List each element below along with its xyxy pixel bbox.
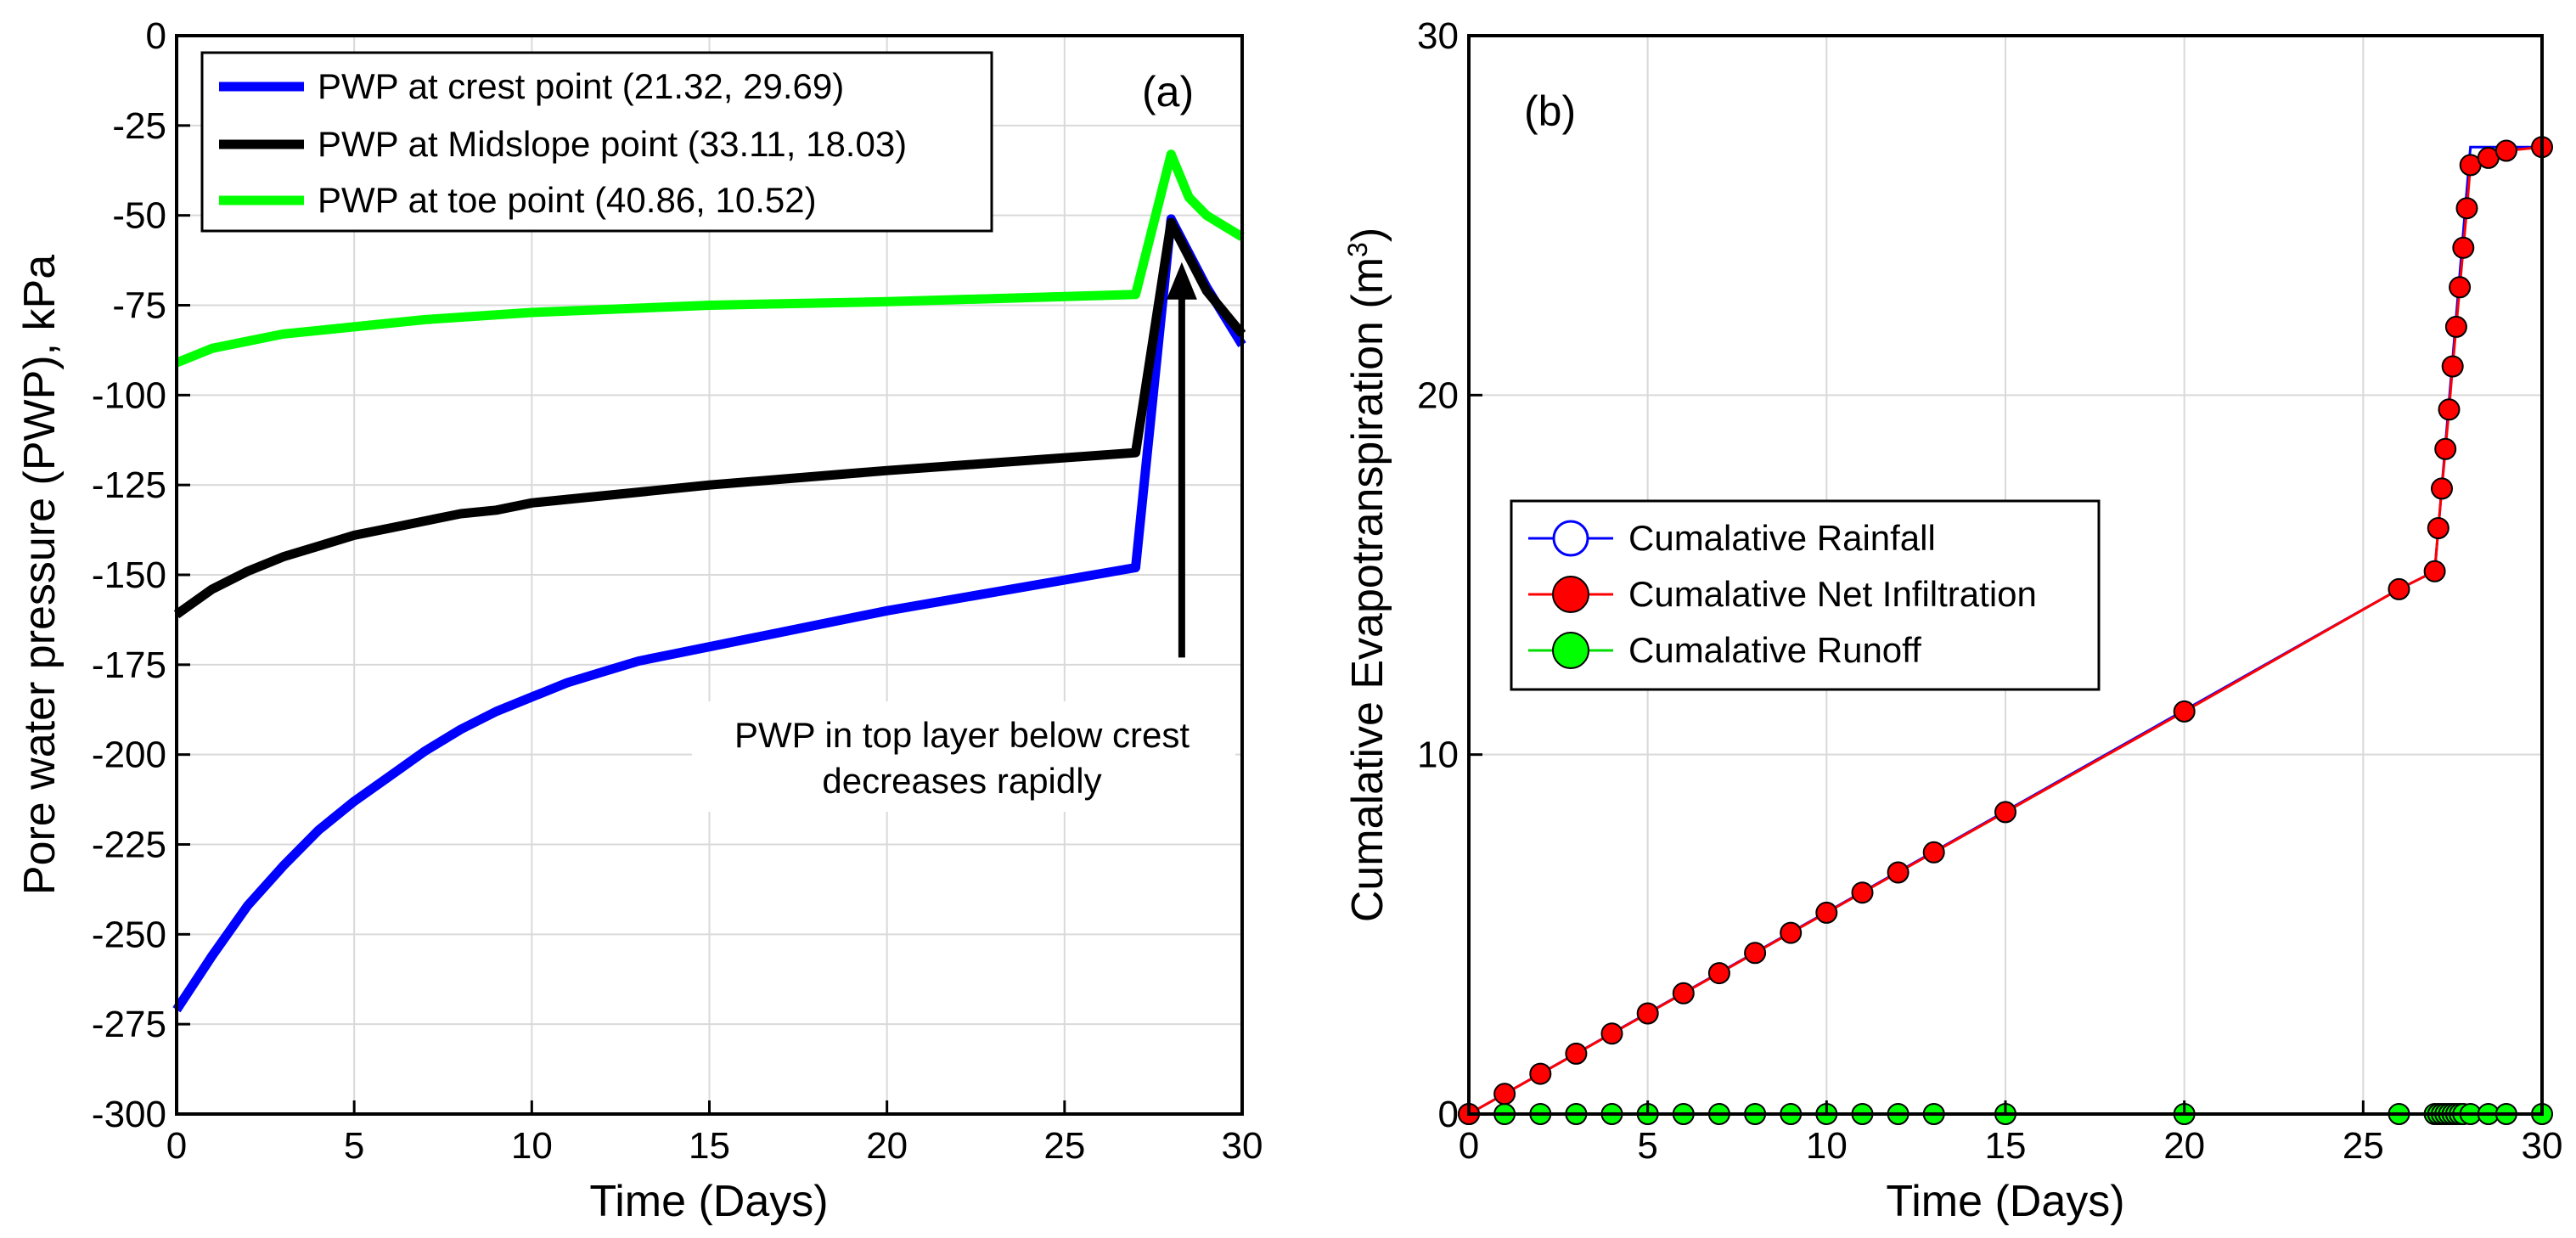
infiltration-marker: [2431, 477, 2453, 500]
panel-b-y-axis-title-superscript: 3: [1342, 242, 1373, 257]
legend-label-crest: PWP at crest point (21.32, 29.69): [318, 66, 844, 106]
y-tick-label: 0: [1438, 1094, 1459, 1135]
panel-b-label: (b): [1524, 87, 1576, 135]
infiltration-marker: [2423, 560, 2446, 582]
y-tick-label: -50: [112, 195, 166, 237]
infiltration-marker: [2444, 315, 2467, 338]
panel-a-y-axis-title: Pore water pressure (PWP), kPa: [15, 255, 65, 895]
infiltration-marker: [1707, 962, 1730, 985]
panel-a-chart: 0 5 10 15 20 25 30 0 -25 -50 -75 -100 -125 -150 -175 -…: [15, 15, 1263, 1226]
y-tick-label: -125: [92, 464, 166, 506]
series-line-midslope: [173, 217, 1246, 619]
panel-a-label: (a): [1142, 68, 1194, 115]
infiltration-marker: [1493, 1083, 1516, 1106]
infiltration-marker: [1851, 881, 1874, 904]
x-tick-label: 25: [1043, 1125, 1085, 1167]
infiltration-marker: [1994, 801, 2016, 824]
annotation-text-line-1: PWP in top layer below crest: [734, 715, 1190, 755]
infiltration-marker: [1887, 861, 1910, 884]
panel-a-y-tick-labels: 0 -25 -50 -75 -100 -125 -150 -175 -200 -225 -250 -2…: [92, 15, 166, 1135]
panel-b-y-tick-labels: 0 10 20 30: [1417, 15, 1459, 1135]
panel-a-legend: PWP at crest point (21.32, 29.69) PWP at…: [200, 51, 993, 233]
y-tick-label: 20: [1417, 374, 1459, 416]
infiltration-marker: [1780, 921, 1803, 944]
infiltration-marker: [2427, 517, 2449, 539]
x-tick-label: 20: [866, 1125, 908, 1167]
y-tick-label: 10: [1417, 734, 1459, 776]
infiltration-marker: [1565, 1042, 1588, 1065]
annotation-text-line-2: decreases rapidly: [822, 761, 1101, 801]
infiltration-marker: [1815, 901, 1838, 924]
legend-swatch-runoff-marker: [1552, 632, 1589, 669]
y-tick-label: -300: [92, 1094, 166, 1135]
legend-label-runoff: Cumalative Runoff: [1628, 630, 1921, 670]
y-tick-label: -75: [112, 285, 166, 327]
legend-label-midslope: PWP at Midslope point (33.11, 18.03): [318, 124, 907, 164]
infiltration-marker: [2452, 236, 2475, 259]
infiltration-marker: [2434, 437, 2457, 460]
y-tick-label: -175: [92, 644, 166, 686]
panel-a-x-tick-labels: 0 5 10 15 20 25 30: [166, 1125, 1263, 1167]
x-tick-label: 30: [2522, 1125, 2563, 1167]
infiltration-marker: [2388, 577, 2410, 600]
infiltration-marker: [2441, 355, 2464, 378]
panel-b-y-axis-title-close: ): [1343, 228, 1392, 242]
infiltration-marker: [1672, 982, 1695, 1004]
legend-swatch-rainfall-marker: [1552, 520, 1589, 557]
infiltration-marker: [1636, 1002, 1659, 1025]
x-tick-label: 10: [511, 1125, 553, 1167]
y-tick-label: -250: [92, 914, 166, 955]
x-tick-label: 10: [1806, 1125, 1848, 1167]
annotation-background: [692, 701, 1235, 812]
infiltration-marker: [2438, 398, 2461, 421]
panel-a-legend-box: [200, 51, 993, 233]
annotation-arrow-head: [1166, 262, 1197, 300]
y-tick-label: -200: [92, 734, 166, 776]
y-tick-label: -225: [92, 824, 166, 866]
infiltration-marker: [2494, 139, 2517, 162]
x-tick-label: 5: [1637, 1125, 1657, 1167]
x-tick-label: 15: [1985, 1125, 2027, 1167]
x-tick-label: 30: [1222, 1125, 1263, 1167]
infiltration-marker: [1922, 841, 1945, 864]
panel-b-x-axis-title: Time (Days): [1886, 1177, 2124, 1226]
series-line-crest: [172, 214, 1246, 1013]
legend-swatch-infiltration-marker: [1552, 576, 1589, 613]
y-tick-label: -275: [92, 1004, 166, 1045]
panel-a-x-axis-title: Time (Days): [589, 1177, 828, 1226]
infiltration-marker: [1600, 1022, 1623, 1045]
x-tick-label: 5: [344, 1125, 364, 1167]
infiltration-marker: [2173, 700, 2196, 723]
y-tick-label: -25: [112, 105, 166, 147]
legend-label-rainfall: Cumalative Rainfall: [1628, 518, 1936, 558]
infiltration-marker: [2449, 276, 2472, 299]
legend-label-infiltration: Cumalative Net Infiltration: [1628, 574, 2037, 614]
y-tick-label: -150: [92, 554, 166, 596]
y-tick-label: -100: [92, 374, 166, 416]
infiltration-marker: [1529, 1062, 1552, 1085]
series-line-toe: [174, 149, 1245, 368]
annotation-arrow: [1166, 262, 1197, 658]
panel-a-series: [172, 149, 1246, 1013]
panel-b-legend: Cumalative Rainfall Cumalative Net Infil…: [1510, 499, 2101, 691]
panel-b-y-axis-title-main: Cumalative Evapotranspiration (m: [1343, 257, 1392, 922]
infiltration-marker: [1744, 942, 1767, 965]
x-tick-label: 20: [2163, 1125, 2205, 1167]
x-tick-label: 25: [2343, 1125, 2384, 1167]
y-tick-label: 30: [1417, 15, 1459, 57]
panel-b-chart: 0 5 10 15 20 25 30 0 10 20 30 Time (Days) Cumalat…: [1342, 15, 2562, 1226]
panel-b-x-tick-labels: 0 5 10 15 20 25 30: [1459, 1125, 2563, 1167]
panel-b-y-axis-title: Cumalative Evapotranspiration (m3): [1342, 228, 1392, 922]
x-tick-label: 15: [689, 1125, 730, 1167]
y-tick-label: 0: [146, 15, 166, 57]
x-tick-label: 0: [166, 1125, 187, 1167]
legend-label-toe: PWP at toe point (40.86, 10.52): [318, 180, 817, 220]
infiltration-marker: [2455, 197, 2478, 220]
x-tick-label: 0: [1459, 1125, 1479, 1167]
